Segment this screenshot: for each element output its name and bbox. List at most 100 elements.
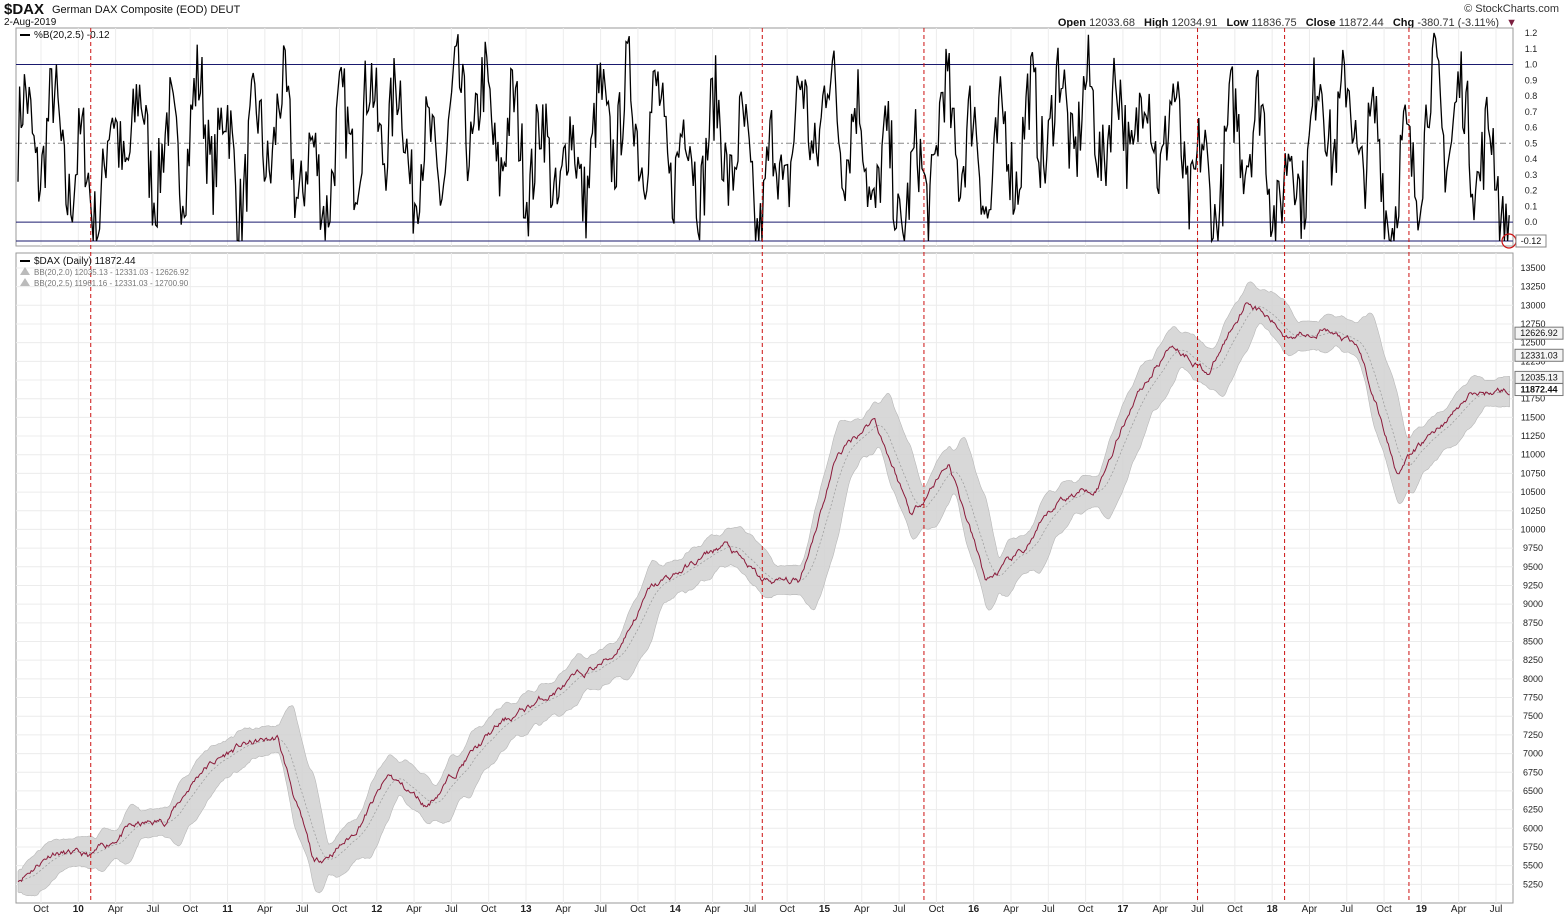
price-y-tick: 7250 [1523, 730, 1543, 740]
price-y-tick: 10750 [1520, 468, 1545, 478]
indicator-legend-label: %B(20,2.5) -0.12 [34, 30, 110, 41]
x-tick-label: 15 [819, 904, 831, 915]
x-tick-label: 12 [371, 904, 383, 915]
symbol-description: German DAX Composite (EOD) DEUT [52, 4, 240, 16]
price-legend-label: BB(20,2.5) 11961.16 - 12331.03 - 12700.9… [34, 279, 189, 288]
price-y-tick: 7750 [1523, 693, 1543, 703]
indicator-y-tick: 1.2 [1525, 28, 1538, 38]
high-value: 12034.91 [1171, 17, 1218, 29]
description-text: German DAX Composite (EOD) [52, 4, 208, 16]
x-tick-label: Jul [445, 904, 458, 915]
indicator-last-value-label: -0.12 [1521, 236, 1542, 246]
x-tick-label: 10 [73, 904, 85, 915]
x-tick-label: Oct [481, 904, 497, 915]
price-y-tick: 8500 [1523, 637, 1543, 647]
x-tick-label: 14 [670, 904, 682, 915]
chart-date: 2-Aug-2019 [4, 17, 57, 28]
price-y-tick: 6500 [1523, 786, 1543, 796]
price-legend-label: BB(20,2.0) 12035.13 - 12331.03 - 12626.9… [34, 268, 189, 277]
x-tick-label: Oct [1078, 904, 1094, 915]
x-tick-label: Oct [1376, 904, 1392, 915]
x-tick-label: Apr [108, 904, 124, 915]
price-y-tick: 9500 [1523, 562, 1543, 572]
price-y-tick: 10000 [1520, 524, 1545, 534]
indicator-y-tick: 1.0 [1525, 60, 1538, 70]
price-y-tick: 10500 [1520, 487, 1545, 497]
close-value: 11872.44 [1338, 17, 1384, 29]
price-right-value-label: 12035.13 [1520, 372, 1558, 382]
price-y-tick: 8250 [1523, 655, 1543, 665]
price-y-tick: 13250 [1520, 282, 1545, 292]
open-value: 12033.68 [1089, 17, 1135, 29]
chg-value: -380.71 (-3.11%) [1417, 17, 1500, 29]
price-y-tick: 9000 [1523, 599, 1543, 609]
bollinger-band-area [17, 281, 1510, 897]
x-tick-label: Jul [1191, 904, 1204, 915]
x-tick-label: Jul [1042, 904, 1055, 915]
price-y-tick: 11750 [1521, 394, 1545, 404]
x-tick-label: 13 [520, 904, 532, 915]
x-tick-label: Jul [893, 904, 906, 915]
indicator-y-tick: 0.3 [1525, 170, 1538, 180]
price-y-tick: 5250 [1523, 879, 1543, 889]
x-tick-label: Oct [630, 904, 646, 915]
bollinger-legend-swatch [20, 267, 30, 275]
x-tick-label: Apr [556, 904, 572, 915]
price-y-tick: 5500 [1523, 861, 1543, 871]
indicator-y-tick: 0.6 [1525, 123, 1538, 133]
price-series-line [17, 302, 1510, 883]
x-tick-label: Jul [1490, 904, 1503, 915]
x-tick-label: Oct [1227, 904, 1243, 915]
price-y-tick: 6750 [1523, 767, 1543, 777]
x-tick-label: Oct [182, 904, 198, 915]
x-tick-label: Oct [929, 904, 945, 915]
ohlc-readout: Open 12033.68 High 12034.91 Low 11836.75… [1052, 17, 1517, 29]
x-tick-label: 19 [1416, 904, 1428, 915]
indicator-last-value-box [1515, 234, 1547, 248]
x-tick-label: Jul [594, 904, 607, 915]
price-legend-label: $DAX (Daily) 11872.44 [34, 256, 136, 267]
price-y-tick: 7500 [1523, 711, 1543, 721]
x-tick-label: 18 [1267, 904, 1279, 915]
indicator-y-tick: 0.0 [1525, 217, 1538, 227]
x-tick-label: Apr [1302, 904, 1318, 915]
price-right-value-box [1514, 326, 1564, 340]
x-tick-label: Apr [406, 904, 422, 915]
price-y-tick: 11500 [1521, 412, 1545, 422]
bollinger-legend-swatch [20, 278, 30, 286]
price-y-tick: 11000 [1521, 450, 1545, 460]
price-y-tick: 9250 [1523, 580, 1543, 590]
x-tick-label: Jul [743, 904, 756, 915]
x-tick-label: Apr [705, 904, 721, 915]
indicator-y-tick: 0.2 [1525, 186, 1538, 196]
price-y-tick: 6250 [1523, 805, 1543, 815]
x-tick-label: Apr [257, 904, 273, 915]
x-tick-label: 16 [968, 904, 980, 915]
x-tick-label: Jul [1340, 904, 1353, 915]
price-y-tick: 9750 [1523, 543, 1543, 553]
symbol-title[interactable]: $DAX [4, 1, 45, 18]
x-tick-label: Jul [147, 904, 160, 915]
price-y-tick: 13000 [1520, 300, 1545, 310]
x-tick-label: 17 [1117, 904, 1129, 915]
price-y-tick: 11250 [1521, 431, 1545, 441]
x-tick-label: Apr [1451, 904, 1467, 915]
price-right-value-label: 12626.92 [1520, 328, 1558, 338]
price-right-value-label: 12331.03 [1520, 350, 1558, 360]
price-right-value-label: 11872.44 [1520, 385, 1557, 395]
brand-logo[interactable]: © StockCharts.com [1464, 3, 1559, 15]
indicator-y-tick: 0.5 [1525, 138, 1538, 148]
chg-label: Chg [1392, 17, 1415, 29]
x-tick-label: Oct [332, 904, 348, 915]
x-tick-label: Jul [296, 904, 309, 915]
x-tick-label: Oct [779, 904, 795, 915]
down-triangle-icon: ▼ [1506, 17, 1517, 29]
low-value: 11836.75 [1251, 17, 1297, 29]
bollinger-middle-line [17, 306, 1510, 883]
price-y-tick: 12500 [1520, 338, 1545, 348]
exchange-text: DEUT [210, 4, 241, 16]
indicator-y-tick: 0.4 [1525, 154, 1538, 164]
high-label: High [1144, 17, 1169, 29]
open-label: Open [1057, 17, 1086, 29]
